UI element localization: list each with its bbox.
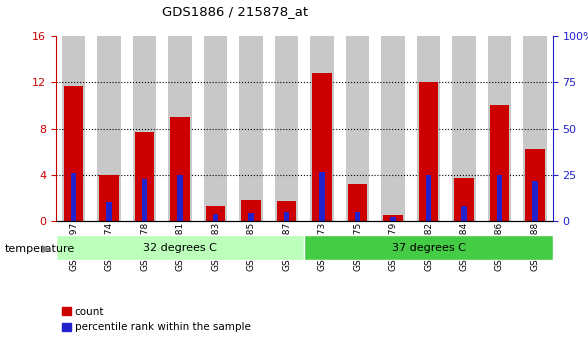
Bar bbox=[461, 206, 467, 221]
Bar bbox=[426, 175, 431, 221]
Bar bbox=[452, 36, 476, 221]
Bar bbox=[381, 36, 405, 221]
Legend: count, percentile rank within the sample: count, percentile rank within the sample bbox=[58, 303, 255, 336]
Bar bbox=[239, 36, 263, 221]
Bar bbox=[135, 132, 154, 221]
Text: GDS1886 / 215878_at: GDS1886 / 215878_at bbox=[162, 5, 308, 18]
Bar bbox=[213, 214, 218, 221]
Bar bbox=[523, 36, 547, 221]
Bar bbox=[455, 178, 474, 221]
Bar bbox=[355, 213, 360, 221]
Bar bbox=[206, 206, 225, 221]
Bar bbox=[168, 36, 192, 221]
Text: ▶: ▶ bbox=[42, 244, 50, 254]
Bar bbox=[390, 217, 396, 221]
Bar bbox=[417, 36, 440, 221]
Bar bbox=[346, 36, 369, 221]
Text: temperature: temperature bbox=[5, 244, 75, 254]
Bar bbox=[133, 36, 156, 221]
Bar bbox=[312, 73, 332, 221]
Bar bbox=[71, 173, 76, 221]
Bar bbox=[142, 179, 148, 221]
Text: 37 degrees C: 37 degrees C bbox=[392, 243, 466, 253]
Bar bbox=[310, 36, 334, 221]
Bar bbox=[525, 149, 544, 221]
Bar bbox=[304, 235, 553, 260]
Bar bbox=[284, 211, 289, 221]
Bar bbox=[487, 36, 512, 221]
Bar bbox=[248, 214, 254, 221]
Bar bbox=[56, 235, 304, 260]
Bar bbox=[532, 181, 537, 221]
Bar bbox=[383, 215, 403, 221]
Bar bbox=[419, 82, 438, 221]
Bar bbox=[490, 106, 509, 221]
Text: 32 degrees C: 32 degrees C bbox=[143, 243, 217, 253]
Bar bbox=[99, 175, 119, 221]
Bar bbox=[171, 117, 190, 221]
Bar bbox=[203, 36, 228, 221]
Bar bbox=[62, 36, 85, 221]
Bar bbox=[241, 200, 261, 221]
Bar bbox=[348, 184, 368, 221]
Bar bbox=[106, 202, 112, 221]
Bar bbox=[275, 36, 299, 221]
Bar bbox=[277, 201, 296, 221]
Bar bbox=[97, 36, 121, 221]
Bar bbox=[178, 175, 183, 221]
Bar bbox=[497, 175, 502, 221]
Bar bbox=[64, 86, 83, 221]
Bar bbox=[319, 172, 325, 221]
